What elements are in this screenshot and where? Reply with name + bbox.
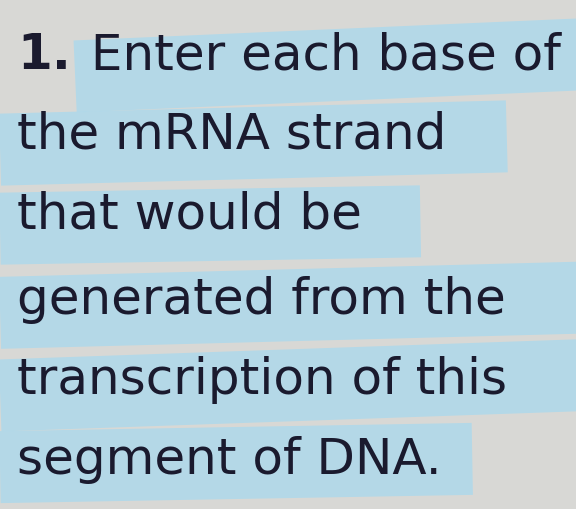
Text: the mRNA strand: the mRNA strand <box>17 111 446 159</box>
FancyBboxPatch shape <box>0 101 507 186</box>
Text: Enter each base of: Enter each base of <box>75 31 561 79</box>
Text: generated from the: generated from the <box>17 275 506 323</box>
FancyBboxPatch shape <box>0 186 421 265</box>
Text: segment of DNA.: segment of DNA. <box>17 435 442 483</box>
FancyBboxPatch shape <box>0 423 473 503</box>
FancyBboxPatch shape <box>0 339 576 432</box>
FancyBboxPatch shape <box>0 262 576 349</box>
Text: 1.: 1. <box>17 31 71 79</box>
Text: that would be: that would be <box>17 191 362 239</box>
Text: transcription of this: transcription of this <box>17 355 507 403</box>
FancyBboxPatch shape <box>74 18 576 113</box>
